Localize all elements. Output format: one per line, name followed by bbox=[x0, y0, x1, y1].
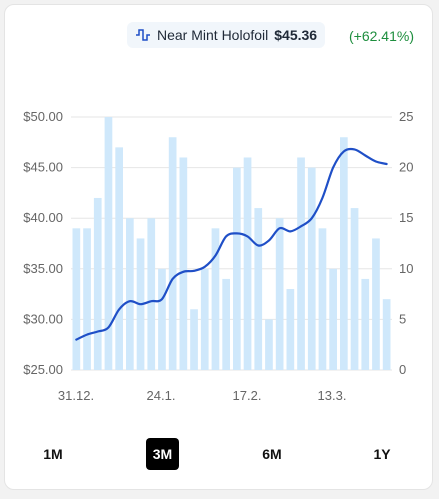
y-left-tick-label: $25.00 bbox=[23, 362, 63, 377]
y-right-tick-label: 25 bbox=[399, 109, 413, 124]
volume-bar bbox=[372, 238, 380, 370]
range-6m-button[interactable]: 6M bbox=[262, 446, 282, 462]
x-tick-label: 31.12. bbox=[58, 388, 94, 403]
volume-bar bbox=[254, 208, 263, 370]
volume-bar bbox=[211, 228, 220, 370]
y-right-tick-label: 10 bbox=[399, 261, 413, 276]
volume-bar bbox=[222, 278, 230, 370]
legend-item[interactable]: Near Mint Holofoil $45.36 bbox=[127, 22, 326, 48]
volume-bar bbox=[147, 218, 156, 370]
pulse-icon bbox=[136, 29, 150, 41]
volume-bar bbox=[93, 197, 102, 370]
price-chart: $25.00 $30.00 $35.00 $40.00 $45.00 $50.00 0 5 10… bbox=[23, 109, 413, 403]
volume-bar bbox=[297, 157, 305, 370]
volume-bar bbox=[126, 218, 134, 370]
volume-bar bbox=[350, 208, 359, 370]
y-right-tick-label: 0 bbox=[399, 362, 406, 377]
y-left-tick-label: $45.00 bbox=[23, 160, 63, 175]
price-change: (+62.41%) bbox=[349, 28, 414, 44]
legend-price: $45.36 bbox=[274, 27, 318, 43]
y-left-tick-label: $35.00 bbox=[23, 261, 63, 276]
volume-bar bbox=[318, 228, 327, 370]
volume-bar bbox=[190, 309, 198, 370]
volume-bar bbox=[115, 147, 123, 370]
volume-bar bbox=[72, 228, 81, 370]
volume-bar bbox=[382, 299, 391, 370]
volume-bar bbox=[361, 278, 370, 370]
range-selector: 1M 3M 6M 1Y bbox=[0, 438, 439, 470]
volume-bar bbox=[104, 117, 113, 370]
x-tick-label: 17.2. bbox=[233, 388, 262, 403]
range-1m-button[interactable]: 1M bbox=[43, 446, 63, 462]
price-line bbox=[75, 147, 388, 341]
y-left-tick-label: $50.00 bbox=[23, 109, 63, 124]
y-right-tick-label: 20 bbox=[399, 160, 413, 175]
volume-bar bbox=[275, 218, 284, 370]
volume-bar bbox=[200, 268, 209, 370]
volume-bar bbox=[329, 268, 337, 370]
y-right-tick-label: 15 bbox=[399, 210, 413, 225]
x-tick-label: 24.1. bbox=[147, 388, 176, 403]
volume-bar bbox=[307, 167, 316, 370]
volume-bar bbox=[265, 319, 273, 370]
volume-bar bbox=[340, 137, 348, 370]
volume-bar bbox=[158, 268, 166, 370]
volume-bar bbox=[233, 167, 241, 370]
range-3m-button[interactable]: 3M bbox=[146, 438, 179, 470]
range-1y-button[interactable]: 1Y bbox=[373, 446, 391, 462]
y-left-tick-label: $30.00 bbox=[23, 311, 63, 326]
volume-bar bbox=[168, 137, 177, 370]
volume-bar bbox=[243, 157, 252, 370]
legend-label: Near Mint Holofoil bbox=[157, 27, 269, 43]
y-right-tick-label: 5 bbox=[399, 311, 406, 326]
volume-bar bbox=[83, 228, 91, 370]
volume-bar bbox=[179, 157, 188, 370]
y-left-tick-label: $40.00 bbox=[23, 210, 63, 225]
x-tick-label: 13.3. bbox=[318, 388, 347, 403]
volume-bar bbox=[286, 289, 295, 370]
